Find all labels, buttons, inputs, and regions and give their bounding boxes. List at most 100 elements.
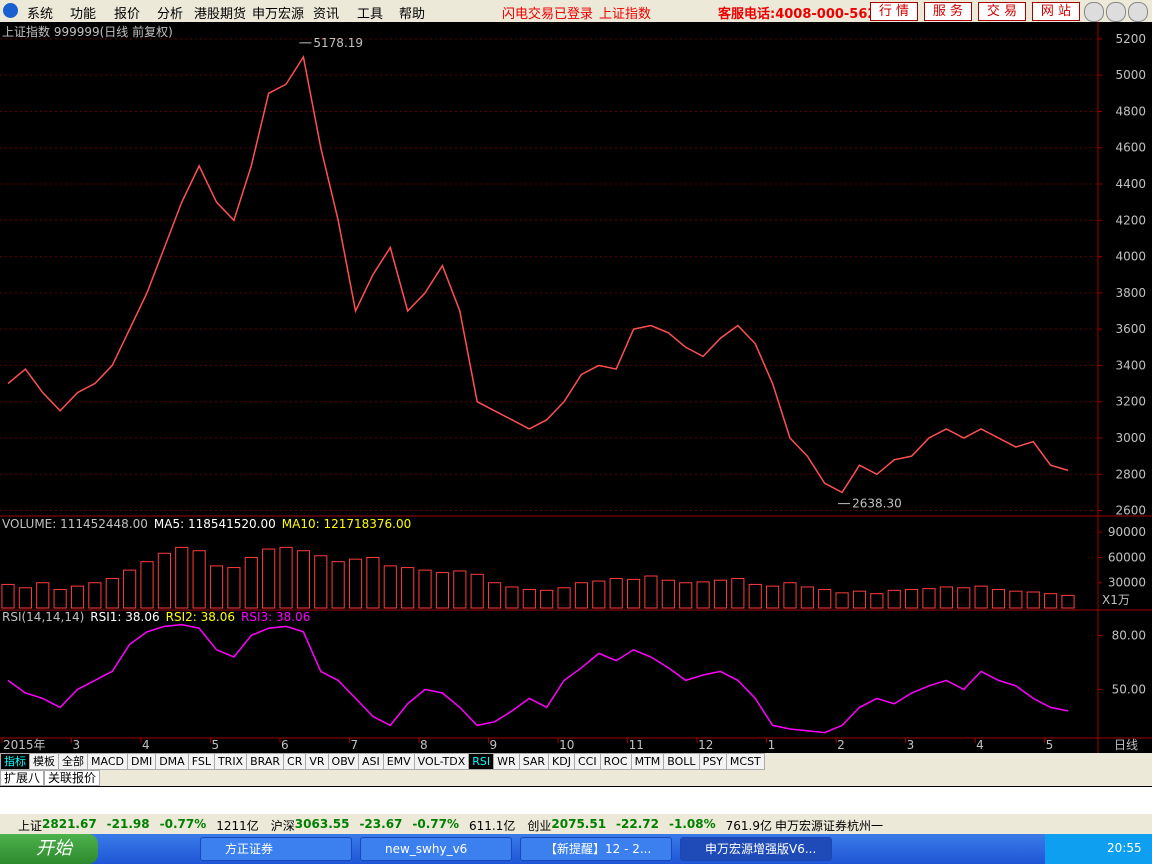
volume-bar <box>18 587 32 609</box>
volume-bar <box>922 588 936 609</box>
restore-button[interactable] <box>1106 2 1126 22</box>
task-button[interactable]: 【新提醒】12 - 2... <box>520 837 672 861</box>
quote-name: 上证 <box>18 819 43 833</box>
y-tick-label: 3000 <box>1115 431 1146 445</box>
task-button[interactable]: 申万宏源增强版V6... <box>680 837 832 861</box>
series-line <box>7 623 1069 734</box>
quote-change: -23.67 <box>359 817 403 831</box>
volume-bar <box>557 587 571 609</box>
volume-bar <box>36 582 50 609</box>
top-button[interactable]: 行 情 <box>870 2 918 21</box>
indicator-tab[interactable]: ROC <box>599 753 632 770</box>
volume-bar <box>227 567 241 609</box>
menu-item[interactable]: 报价 <box>114 7 141 22</box>
indicator-tab[interactable]: MCST <box>725 753 765 770</box>
volume-bar <box>731 578 745 609</box>
y-tick-label: 3400 <box>1115 358 1146 372</box>
broker-name: 申万宏源证券杭州一 <box>775 819 884 833</box>
menu-item[interactable]: 工具 <box>357 7 384 22</box>
menu-item[interactable]: 系统 <box>27 7 54 22</box>
volume-bar <box>244 556 258 609</box>
close-button[interactable] <box>1128 2 1148 22</box>
volume-bar <box>453 570 467 609</box>
x-tick-label: 3 <box>907 738 915 752</box>
top-button[interactable]: 网 站 <box>1032 2 1080 21</box>
y-tick-label: 4600 <box>1115 141 1146 155</box>
menu-item[interactable]: 港股期货 <box>194 7 247 22</box>
volume-bar <box>766 585 780 609</box>
task-button[interactable]: 方正证券 <box>200 837 352 861</box>
x-tick-label: 4 <box>142 738 150 752</box>
sub-tab[interactable]: 扩展八 <box>0 770 45 786</box>
indicator-tab[interactable]: RSI <box>468 753 495 770</box>
indicator-tab[interactable]: OBV <box>327 753 359 770</box>
volume-bar <box>123 569 137 609</box>
volume-bar <box>800 586 814 609</box>
indicator-tab[interactable]: 模板 <box>29 753 59 770</box>
volume-bar <box>175 546 189 609</box>
indicator-tab[interactable]: VR <box>305 753 329 770</box>
indicator-tab[interactable]: WR <box>493 753 520 770</box>
quote-price: 3063.55 <box>294 817 350 831</box>
volume-bar <box>487 582 502 609</box>
volume-bar <box>835 592 849 609</box>
top-button[interactable]: 服 务 <box>924 2 972 21</box>
menu-item[interactable]: 分析 <box>157 7 184 22</box>
indicator-tab[interactable]: TRIX <box>213 753 248 770</box>
volume-bar <box>592 580 606 609</box>
menu-item[interactable]: 申万宏源 <box>252 7 305 22</box>
start-button[interactable]: 开始 <box>0 834 98 864</box>
x-tick-label: 8 <box>420 738 428 752</box>
x-tick-label: 2015年 <box>3 738 46 752</box>
volume-bar <box>262 548 276 609</box>
menu-item[interactable]: 资讯 <box>313 7 340 22</box>
indicator-tab[interactable]: MTM <box>630 753 665 770</box>
quote-amount: 761.9亿 <box>725 819 772 833</box>
y-tick-label: 80.00 <box>1112 628 1146 642</box>
index-name: 上证指数 <box>599 7 652 22</box>
y-tick-label: 3800 <box>1115 286 1146 300</box>
volume-bar <box>505 586 519 609</box>
quote-pct: -0.77% <box>159 817 207 831</box>
panel-title: 上证指数 999999(日线 前复权) <box>2 24 173 39</box>
menu-item[interactable]: 功能 <box>70 7 97 22</box>
clock: 20:55 <box>1107 841 1142 855</box>
volume-bar <box>939 586 953 609</box>
indicator-tab[interactable]: ASI <box>357 753 384 770</box>
indicator-tab[interactable]: FSL <box>187 753 215 770</box>
volume-bar <box>661 579 675 609</box>
volume-bar <box>905 588 919 609</box>
y-tick-label: 3600 <box>1115 322 1146 336</box>
y-tick-label: 4800 <box>1115 104 1146 118</box>
indicator-tab[interactable]: DMA <box>155 753 189 770</box>
indicator-tab[interactable]: BRAR <box>246 753 285 770</box>
indicator-tab[interactable]: 全部 <box>58 753 88 770</box>
indicator-tab[interactable]: SAR <box>518 753 550 770</box>
volume-bar <box>713 579 728 609</box>
indicator-tab[interactable]: MACD <box>87 753 128 770</box>
indicator-tab[interactable]: KDJ <box>548 753 575 770</box>
indicator-tab[interactable]: CCI <box>573 753 601 770</box>
indicator-tab[interactable]: 指标 <box>0 753 30 770</box>
indicator-tab[interactable]: EMV <box>382 753 415 770</box>
sub-tab[interactable]: 关联报价 <box>44 770 101 786</box>
menu-item[interactable]: 帮助 <box>399 7 426 22</box>
volume-bar <box>870 593 884 609</box>
indicator-tab[interactable]: VOL-TDX <box>413 753 470 770</box>
volume-bar <box>53 588 67 609</box>
quote-pct: -1.08% <box>668 817 716 831</box>
y-tick-label: 50.00 <box>1112 682 1146 696</box>
indicator-tab[interactable]: DMI <box>126 753 157 770</box>
volume-bar <box>783 582 797 609</box>
help-button[interactable] <box>1084 2 1104 22</box>
indicator-tab[interactable]: CR <box>283 753 307 770</box>
indicator-tab[interactable]: PSY <box>698 753 727 770</box>
y-tick-label: 2600 <box>1115 504 1146 518</box>
volume-bar <box>574 582 589 609</box>
indicator-tab[interactable]: BOLL <box>663 753 700 770</box>
tray: 20:55 <box>1045 834 1152 864</box>
quote-change: -22.72 <box>616 817 659 831</box>
top-button[interactable]: 交 易 <box>978 2 1026 21</box>
task-button[interactable]: new_swhy_v6 <box>360 837 512 861</box>
app-icon <box>3 3 18 18</box>
